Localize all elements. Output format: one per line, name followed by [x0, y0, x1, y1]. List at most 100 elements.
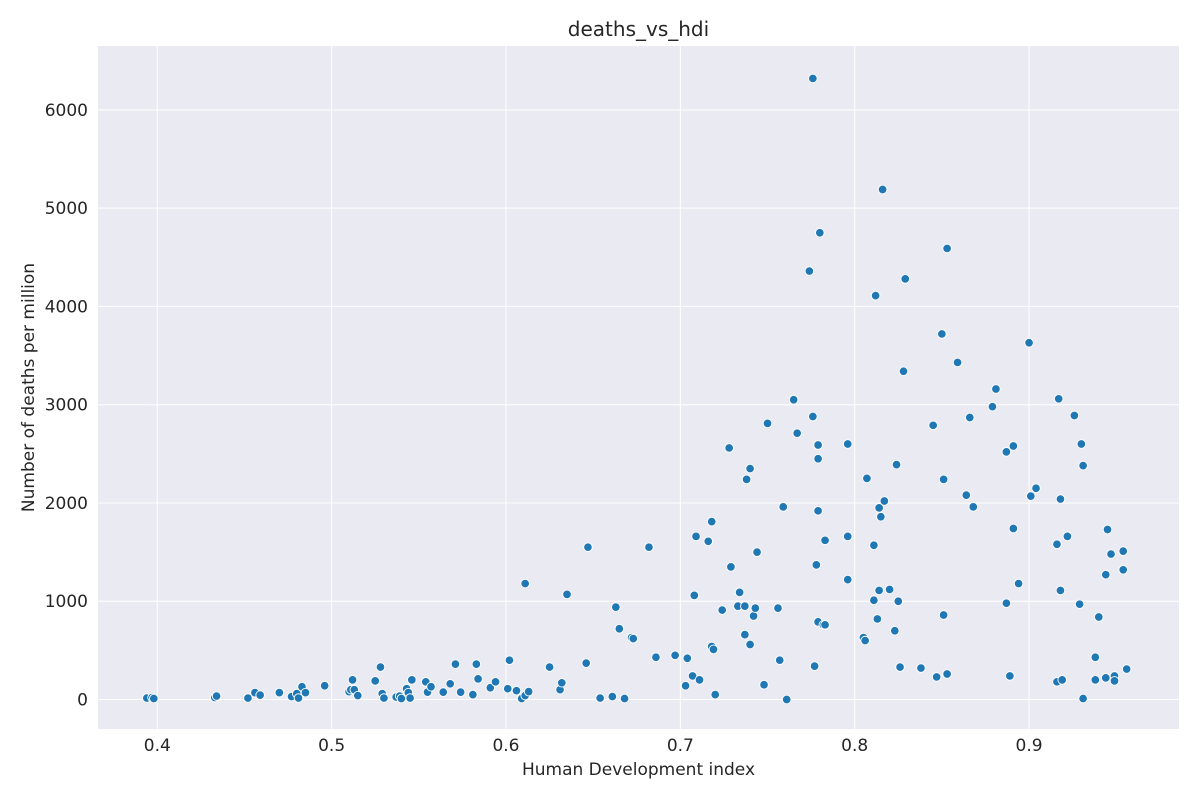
- data-point: [485, 682, 496, 693]
- data-point: [862, 473, 872, 484]
- data-point: [813, 453, 823, 464]
- data-point: [804, 266, 815, 276]
- data-point: [1062, 531, 1073, 542]
- data-point: [937, 329, 947, 339]
- data-point: [1008, 523, 1019, 534]
- data-point: [774, 655, 785, 665]
- data-point: [759, 680, 769, 690]
- data-point: [1026, 491, 1036, 501]
- data-point: [300, 687, 311, 698]
- data-point: [869, 595, 879, 606]
- x-axis-label: Human Development index: [522, 760, 755, 780]
- x-tick-label: 0.9: [1016, 736, 1043, 756]
- data-point: [628, 633, 639, 644]
- data-point: [689, 590, 700, 601]
- data-point: [450, 659, 461, 669]
- data-point: [682, 653, 693, 663]
- y-tick-label: 0: [77, 691, 88, 711]
- data-point: [703, 536, 713, 547]
- data-point: [1109, 676, 1120, 686]
- data-point: [820, 535, 830, 546]
- data-point: [1052, 539, 1062, 549]
- data-point: [898, 366, 909, 377]
- data-point: [644, 542, 654, 552]
- data-point: [870, 290, 881, 301]
- data-point: [968, 502, 979, 512]
- data-point: [874, 585, 884, 596]
- data-point: [426, 681, 436, 692]
- data-point: [370, 676, 380, 686]
- x-tick-label: 0.6: [492, 736, 519, 756]
- data-point: [938, 610, 949, 620]
- data-point: [961, 490, 972, 500]
- data-point: [651, 652, 661, 663]
- data-point: [820, 620, 830, 630]
- data-point: [1118, 546, 1128, 556]
- data-point: [778, 502, 788, 512]
- data-point: [1001, 447, 1012, 457]
- data-point: [813, 440, 823, 450]
- y-axis-label: Number of deaths per million: [19, 263, 39, 512]
- data-point: [876, 511, 886, 522]
- data-point: [734, 587, 745, 598]
- data-point: [809, 661, 820, 671]
- data-point: [1069, 410, 1080, 421]
- data-point: [670, 650, 680, 661]
- x-tick-label: 0.7: [667, 736, 694, 756]
- data-point: [788, 395, 799, 405]
- data-point: [405, 693, 415, 703]
- data-point: [938, 474, 949, 485]
- y-tick-label: 3000: [45, 396, 88, 416]
- data-point: [740, 629, 750, 640]
- data-point: [872, 614, 883, 624]
- data-point: [965, 412, 975, 423]
- data-point: [611, 602, 621, 612]
- data-point: [762, 418, 773, 429]
- data-point: [991, 384, 1001, 394]
- data-point: [1090, 675, 1101, 685]
- data-point: [619, 693, 630, 704]
- data-point: [931, 672, 942, 682]
- data-point: [1078, 460, 1088, 471]
- data-point: [1101, 569, 1111, 580]
- data-point: [211, 691, 222, 701]
- data-point: [293, 693, 304, 703]
- data-point: [149, 693, 159, 704]
- data-point: [407, 675, 417, 685]
- y-tick-label: 5000: [45, 199, 88, 219]
- data-point: [1118, 565, 1128, 575]
- data-point: [879, 496, 890, 506]
- data-point: [1078, 693, 1088, 704]
- data-point: [523, 686, 534, 697]
- data-point: [815, 227, 825, 238]
- data-point: [842, 531, 853, 542]
- data-point: [893, 596, 904, 606]
- data-point: [1121, 664, 1132, 674]
- data-point: [502, 683, 513, 694]
- data-point: [710, 689, 720, 700]
- data-point: [691, 531, 701, 542]
- y-tick-label: 1000: [45, 592, 88, 612]
- data-point: [884, 584, 895, 595]
- data-point: [1024, 338, 1034, 348]
- data-point: [504, 655, 515, 665]
- data-point: [473, 674, 483, 684]
- data-point: [1102, 524, 1113, 535]
- data-point: [752, 547, 762, 557]
- data-point: [708, 644, 719, 655]
- data-point: [928, 420, 938, 431]
- data-point: [808, 411, 818, 422]
- data-point: [687, 671, 698, 681]
- data-point: [694, 675, 705, 685]
- data-point: [438, 687, 448, 697]
- data-point: [445, 679, 455, 689]
- data-point: [745, 639, 755, 650]
- data-point: [877, 184, 888, 195]
- grid: [98, 46, 1179, 729]
- data-point: [1053, 394, 1064, 404]
- data-point: [255, 690, 265, 700]
- data-point: [1090, 652, 1101, 663]
- data-point: [274, 687, 285, 698]
- data-point: [1008, 441, 1019, 451]
